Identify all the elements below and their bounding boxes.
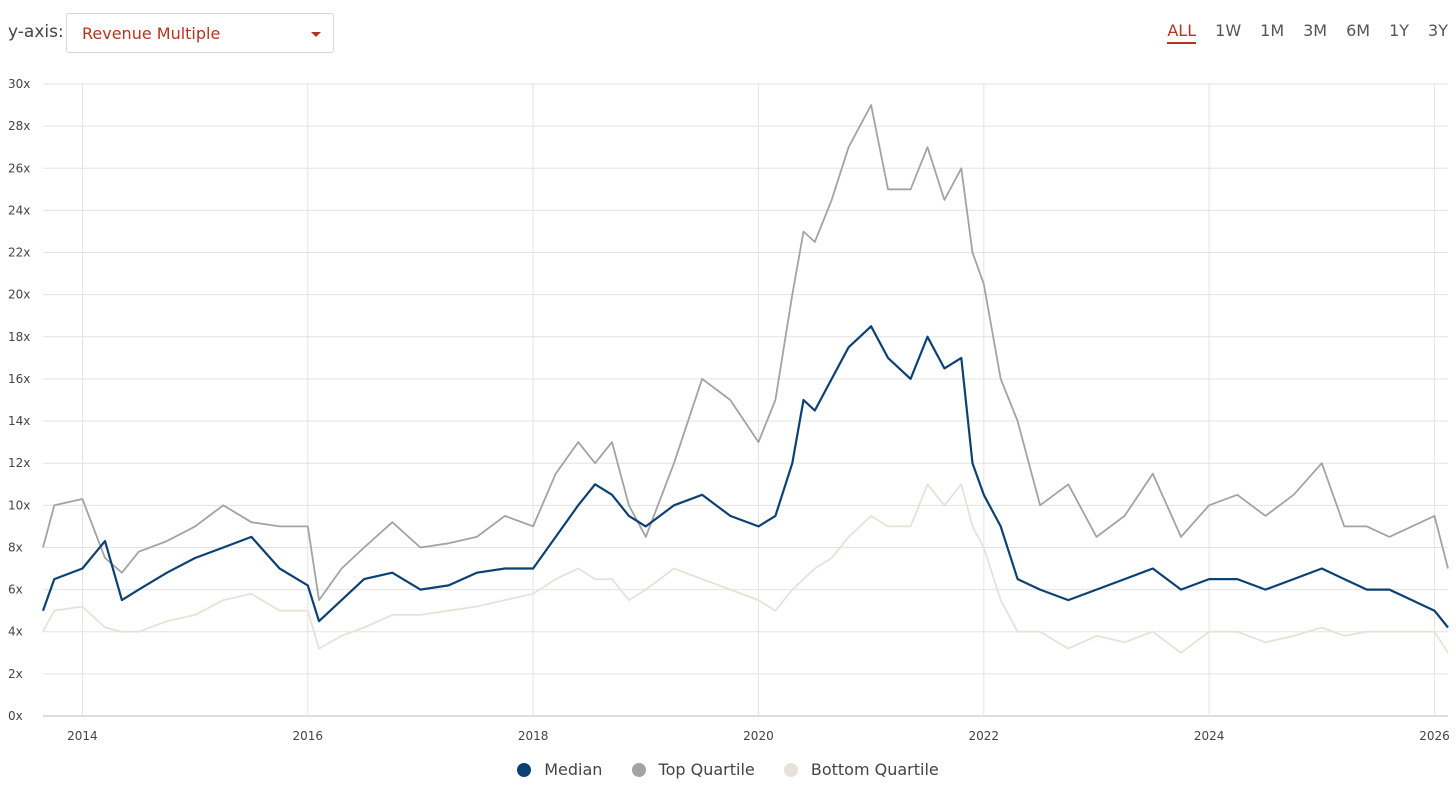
tab-all[interactable]: ALL: [1167, 20, 1197, 44]
x-tick-label: 2026: [1419, 729, 1450, 743]
x-tick-label: 2014: [67, 729, 98, 743]
chevron-down-icon: [311, 32, 321, 37]
y-tick-label: 24x: [8, 203, 30, 217]
tab-3y[interactable]: 3Y: [1428, 21, 1448, 40]
x-tick-label: 2020: [743, 729, 774, 743]
y-tick-label: 22x: [8, 246, 30, 260]
legend-label-bottom-quartile: Bottom Quartile: [810, 760, 939, 779]
tab-1m[interactable]: 1M: [1260, 21, 1285, 40]
x-tick-label: 2022: [969, 729, 1000, 743]
x-tick-label: 2024: [1194, 729, 1225, 743]
y-tick-label: 4x: [8, 625, 23, 639]
y-tick-label: 0x: [8, 709, 23, 723]
metric-dropdown[interactable]: Revenue Multiple: [66, 13, 334, 53]
tab-1y[interactable]: 1Y: [1389, 21, 1410, 40]
y-tick-label: 8x: [8, 540, 23, 554]
tab-3m[interactable]: 3M: [1303, 21, 1328, 40]
series-line-top-quartile: [42, 104, 1449, 601]
legend-dot-median: [517, 762, 532, 777]
y-tick-label: 18x: [8, 330, 30, 344]
yaxis-label: y-axis:: [8, 22, 64, 42]
legend-dot-bottom-quartile: [783, 762, 798, 777]
y-tick-label: 26x: [8, 161, 30, 175]
y-tick-label: 2x: [8, 667, 23, 681]
legend-item-median[interactable]: Median: [517, 760, 602, 779]
tab-1w[interactable]: 1W: [1215, 21, 1242, 40]
y-tick-label: 14x: [8, 414, 30, 428]
legend-label-top-quartile: Top Quartile: [658, 760, 755, 779]
y-tick-label: 16x: [8, 372, 30, 386]
y-tick-label: 20x: [8, 288, 30, 302]
series-line-median: [41, 325, 1449, 629]
y-tick-label: 28x: [8, 119, 30, 133]
x-tick-label: 2018: [518, 729, 549, 743]
series-line-bottom-quartile: [42, 483, 1449, 654]
metric-dropdown-value: Revenue Multiple: [82, 24, 221, 43]
tab-6m[interactable]: 6M: [1346, 21, 1371, 40]
y-tick-label: 12x: [8, 456, 30, 470]
y-tick-label: 6x: [8, 583, 23, 597]
legend-item-top-quartile[interactable]: Top Quartile: [631, 760, 755, 779]
legend: Median Top Quartile Bottom Quartile: [0, 760, 1456, 781]
legend-dot-top-quartile: [631, 762, 646, 777]
y-tick-label: 30x: [8, 77, 30, 91]
x-tick-label: 2016: [293, 729, 324, 743]
legend-item-bottom-quartile[interactable]: Bottom Quartile: [783, 760, 939, 779]
y-tick-label: 10x: [8, 498, 30, 512]
range-tabs: ALL 1W 1M 3M 6M 1Y 3Y: [1167, 20, 1448, 44]
legend-label-median: Median: [544, 760, 603, 779]
